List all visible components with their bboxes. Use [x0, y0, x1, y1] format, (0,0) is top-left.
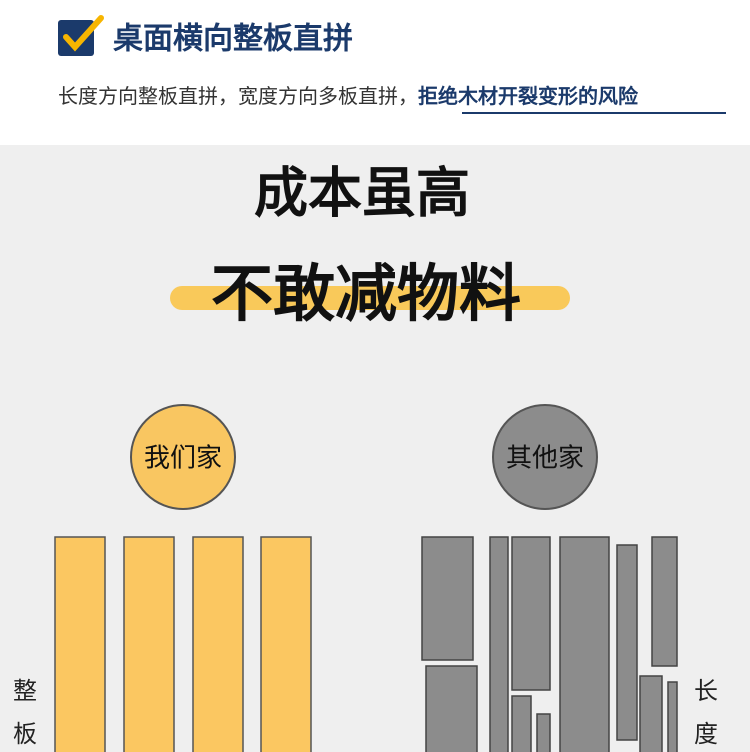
- ours-badge: [130, 404, 236, 510]
- header-title: 桌面横向整板直拼: [113, 22, 353, 57]
- board: [667, 681, 678, 752]
- side-label-right: 长: [694, 677, 718, 705]
- board: [192, 536, 244, 752]
- board: [260, 536, 312, 752]
- headline-highlight: [170, 286, 570, 310]
- board: [511, 695, 532, 752]
- side-label-right: 度: [694, 720, 718, 748]
- subtitle-text: 长度方向整板直拼，宽度方向多板直拼，: [58, 84, 418, 108]
- board: [123, 536, 175, 752]
- check-mark: [63, 15, 104, 52]
- theirs-boards: [421, 536, 678, 752]
- board: [559, 536, 610, 752]
- ours-label: 我们家: [144, 444, 222, 474]
- side-label-left: 板: [13, 720, 37, 748]
- side-label-left: 整: [13, 677, 37, 705]
- header-bg: [0, 0, 750, 145]
- board: [54, 536, 106, 752]
- board: [616, 544, 638, 741]
- board: [536, 713, 551, 752]
- board: [489, 536, 509, 752]
- board: [651, 536, 678, 667]
- board: [511, 536, 551, 691]
- check-box: [58, 20, 94, 56]
- board: [421, 536, 474, 661]
- header-subtitle: 长度方向整板直拼，宽度方向多板直拼，拒绝木材开裂变形的风险: [58, 84, 639, 108]
- board: [639, 675, 663, 752]
- theirs-badge: [492, 404, 598, 510]
- headline-2: 不敢减物料: [211, 257, 521, 330]
- theirs-label: 其他家: [506, 444, 584, 474]
- headline-1: 成本虽高: [254, 162, 470, 225]
- ours-boards: [54, 536, 312, 752]
- subtitle-highlight: 拒绝木材开裂变形的风险: [418, 84, 639, 108]
- board: [425, 665, 478, 752]
